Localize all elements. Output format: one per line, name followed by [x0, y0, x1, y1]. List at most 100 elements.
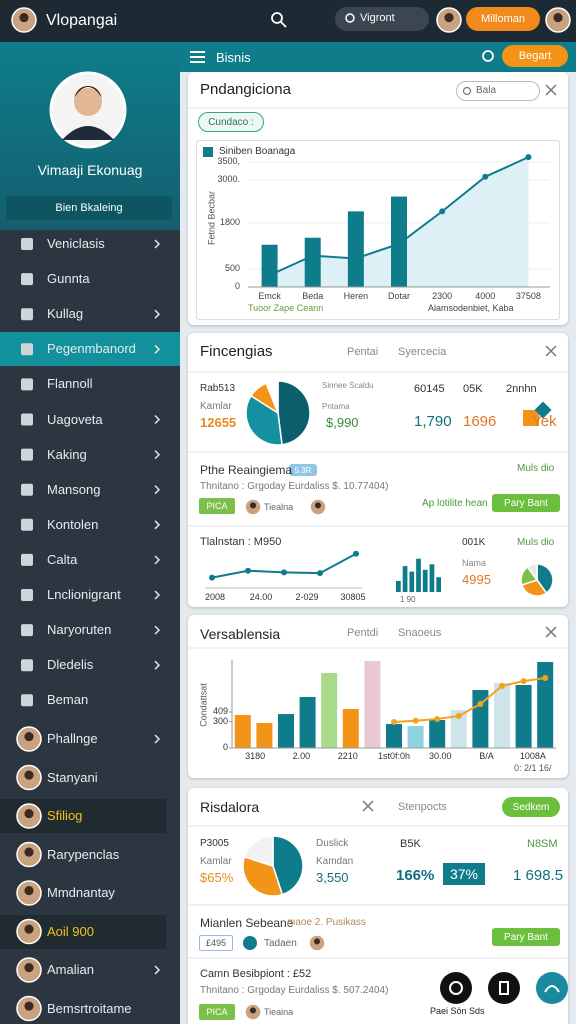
stat-label: Duslick	[316, 838, 349, 849]
stat-value: 1,790	[414, 413, 452, 430]
stat-label: 60145	[414, 383, 445, 395]
menu-item[interactable]	[0, 683, 180, 717]
app-title: Vlopangai	[46, 12, 118, 29]
menu-label: Sfiliog	[47, 808, 83, 823]
search-box[interactable]	[456, 81, 540, 101]
row-title: Camn Besibpiont : £52	[200, 968, 312, 980]
y-tick-label: 409	[212, 706, 228, 716]
stat-label: Kamlar	[200, 401, 232, 412]
y-axis-label: Condattsat	[198, 683, 209, 727]
y-tick-label: 1800	[219, 216, 240, 227]
tag[interactable]: PICA	[199, 1004, 235, 1020]
x-tick-label: 2210	[337, 751, 358, 761]
x-tick-label: 2-029	[295, 592, 319, 602]
person-name: Tieaina	[264, 1007, 294, 1017]
person-name: Tiealna	[264, 502, 294, 512]
x-tick-label: 2008	[204, 592, 226, 602]
stat-value: $65%	[200, 870, 234, 885]
y-axis-label: Fetnd Becbar	[206, 190, 217, 246]
stat-label: P3005	[200, 838, 229, 849]
pie-label: Sinnee Scaldu	[322, 381, 374, 390]
menu-label: Lnclionigrant	[47, 587, 121, 602]
menu-item[interactable]	[0, 543, 180, 577]
tab: Syercecia	[398, 346, 447, 358]
menu-label: Uagoveta	[47, 411, 103, 427]
profile-button[interactable]: Bien Bkaleing	[6, 196, 172, 220]
menu-item[interactable]	[0, 438, 180, 472]
stat-label: Kamdan	[316, 856, 354, 867]
stat-value: 3,550	[316, 870, 349, 885]
stat-label: B5K	[400, 838, 421, 850]
menu-label: Dledelis	[47, 657, 94, 673]
menu-label: Stanyani	[47, 769, 98, 785]
x-tick-label: 30805	[340, 592, 366, 602]
search-text: Bala	[476, 85, 497, 96]
y-tick-label: 3500,	[217, 156, 240, 167]
row-title: Pthe Reaingiema	[200, 463, 293, 477]
button[interactable]: Sedkem	[502, 797, 560, 817]
tab: Pentai	[347, 346, 379, 358]
menu-label: Amalian	[47, 962, 94, 977]
x-tick-label: Heren	[343, 291, 369, 301]
tag[interactable]: PICA	[199, 498, 235, 514]
row-title: Tlalnstan : M950	[200, 536, 282, 548]
row-subtitle: maoe 2. Pusikass	[287, 917, 366, 928]
menu-label: Naryoruten	[47, 622, 112, 638]
x-tick-label: 4000	[475, 291, 496, 301]
menu-label: Mansong	[47, 481, 101, 497]
y-tick-label: 500	[224, 263, 240, 274]
chart-frame	[196, 140, 560, 320]
stat-value: $,990	[326, 415, 359, 430]
card-title: Risdalora	[200, 799, 260, 815]
stat-label: 2nnhn	[506, 383, 537, 395]
top-button[interactable]: Milloman	[466, 7, 540, 31]
chart-footer: Alamsodenbiet, Kaba	[428, 303, 514, 313]
legend: Siniben Boanaga	[219, 146, 296, 157]
tab: Stenpocts	[398, 801, 447, 813]
x-tick-label: 24.00	[249, 592, 273, 602]
x-tick-label: B/A	[479, 751, 494, 761]
menu-label: Phallnge	[47, 731, 98, 746]
stat-value: 1696	[463, 413, 497, 430]
menu-label: Kontolen	[47, 516, 99, 532]
tag[interactable]: £495	[199, 935, 233, 951]
stat-label: Rab513	[200, 383, 236, 394]
button[interactable]: Pary Bant	[492, 928, 560, 946]
menu-item[interactable]	[0, 262, 180, 296]
row-detail: Thnitano : Grgoday Eurdaliss $. 10.77404…	[200, 481, 389, 492]
x-tick-label: Dotar	[387, 291, 411, 301]
badge: 37%	[443, 863, 485, 885]
stat-label: Kamlar	[200, 856, 232, 867]
tab: Pentdi	[347, 627, 379, 639]
menu-item[interactable]	[0, 297, 180, 331]
x-tick-label: Beda	[302, 291, 324, 301]
button[interactable]: Pary Bant	[492, 494, 560, 512]
y-tick-label: 0	[234, 281, 240, 291]
stat-value: Yek	[532, 413, 557, 430]
x-tick-label: 1st0f:0h	[377, 751, 411, 761]
header-button[interactable]: Begart	[502, 45, 568, 67]
profile-name: Vimaaji Ekonuag	[37, 162, 143, 178]
y-tick-label: 3000.	[217, 173, 240, 184]
x-tick-label: 30.00	[429, 751, 452, 761]
chart-note: 0: 2/1 16/	[514, 763, 552, 773]
row-detail: Thnitano : Grgoday Eurdaliss $. 507.2404…	[200, 985, 389, 996]
x-tick-label: 3180	[245, 751, 266, 761]
chip[interactable]: Cundaco :	[198, 112, 264, 132]
row-side: Muls dio	[517, 537, 555, 548]
y-tick-label: 300	[212, 715, 228, 726]
menu-highlight[interactable]	[0, 799, 166, 833]
stat-label: N8SM	[527, 838, 558, 850]
menu-label: Rarypenclas	[47, 846, 120, 862]
stat-value: 12655	[200, 415, 237, 430]
badge: 5.3R	[289, 464, 317, 476]
menu-label: Calta	[47, 551, 78, 567]
menu-label: Kullag	[47, 306, 84, 322]
stat-label: 001K	[462, 537, 486, 548]
fab-label: Paei Sön Sds	[430, 1006, 485, 1016]
card-title: Fincengias	[200, 343, 273, 360]
menu-label: Aoil 900	[47, 923, 94, 939]
stat-label: Nama	[462, 558, 487, 568]
x-tick-label: 37508	[515, 291, 541, 301]
